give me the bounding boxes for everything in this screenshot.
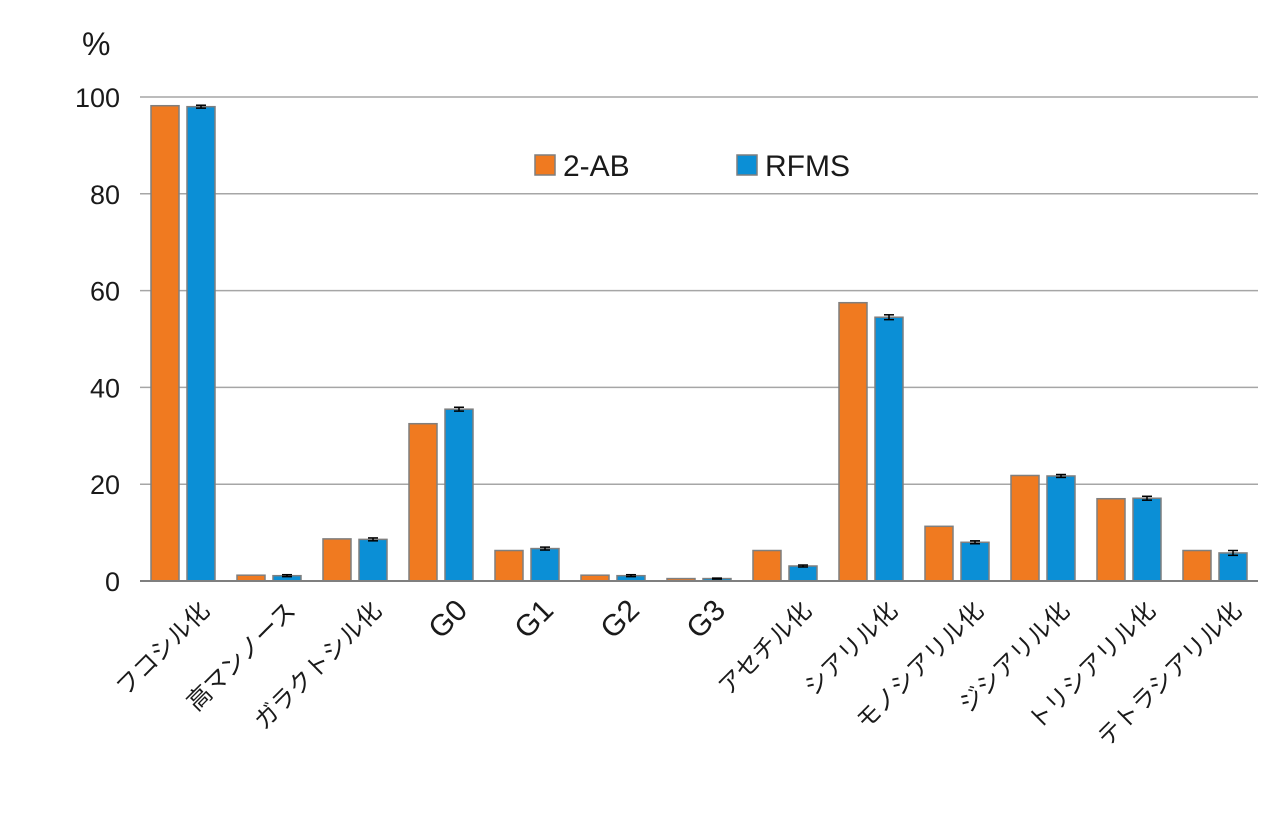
legend-swatch [534,154,556,176]
y-tick-label: 80 [90,180,120,210]
error-bar-rfms-10 [1056,473,1066,479]
bar-rfms-11 [1132,497,1162,582]
bar-rfms-12 [1218,552,1248,582]
bar-rfms-9 [960,541,990,582]
y-tick-label: 60 [90,277,120,307]
legend-item-rfms: RFMS [736,150,850,183]
gridlines [140,96,1258,485]
error-bar-rfms-9 [970,540,980,545]
bar-2-ab-8 [838,301,868,582]
legend-label: 2-AB [563,150,630,183]
bar-2-ab-0 [150,104,180,582]
legend: 2-AB RFMS [534,150,850,183]
error-bar-rfms-7 [798,564,808,568]
error-bar-rfms-4 [540,546,550,551]
error-bar-rfms-8 [884,314,894,321]
bar-rfms-7 [788,565,818,582]
bar-2-ab-12 [1182,549,1212,582]
error-bars [196,104,1238,580]
y-tick-label: 100 [75,83,120,113]
bar-rfms-2 [358,538,388,582]
y-axis-ticks: 0 20 40 60 80 100 [75,83,120,597]
x-tick-label: G3 [680,594,732,646]
error-bar-rfms-3 [454,406,464,412]
x-tick-label: G0 [422,594,474,646]
error-bar-rfms-11 [1142,495,1152,501]
bar-rfms-3 [444,408,474,582]
error-bar-rfms-1 [282,573,292,578]
x-tick-label: テトラシアリル化 [1092,596,1247,751]
bar-2-ab-3 [408,422,438,582]
bar-2-ab-10 [1010,474,1040,582]
bar-2-ab-7 [752,549,782,582]
bar-rfms-10 [1046,475,1076,582]
bar-2-ab-2 [322,538,352,582]
legend-swatch [736,154,758,176]
y-tick-label: 40 [90,373,120,403]
bar-rfms-8 [874,316,904,582]
bar-rfms-4 [530,547,560,582]
error-bar-rfms-0 [196,104,206,109]
bar-2-ab-4 [494,549,524,582]
bar-2-ab-11 [1096,497,1126,582]
x-tick-label: G2 [594,594,646,646]
legend-label: RFMS [765,150,850,183]
legend-item-2-ab: 2-AB [534,150,630,183]
y-tick-label: 0 [105,567,120,597]
error-bar-rfms-5 [626,573,636,578]
error-bar-rfms-6 [712,577,722,580]
x-tick-label: G1 [508,594,560,646]
error-bar-rfms-12 [1228,549,1238,557]
y-axis-unit-label: % [82,26,110,62]
bar-2-ab-9 [924,525,954,582]
error-bar-rfms-2 [368,537,378,542]
bar-rfms-0 [186,105,216,582]
bars [150,104,1248,582]
y-tick-label: 20 [90,470,120,500]
